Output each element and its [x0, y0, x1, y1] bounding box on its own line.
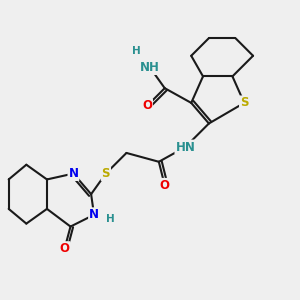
Text: N: N — [68, 167, 78, 180]
Text: H: H — [132, 46, 141, 56]
Text: O: O — [142, 99, 152, 112]
Text: O: O — [60, 242, 70, 255]
Text: S: S — [102, 167, 110, 180]
Text: HN: HN — [176, 141, 195, 154]
Text: H: H — [106, 214, 115, 224]
Text: O: O — [160, 179, 170, 192]
Text: N: N — [89, 208, 99, 221]
Text: NH: NH — [140, 61, 160, 74]
Text: S: S — [240, 96, 248, 110]
